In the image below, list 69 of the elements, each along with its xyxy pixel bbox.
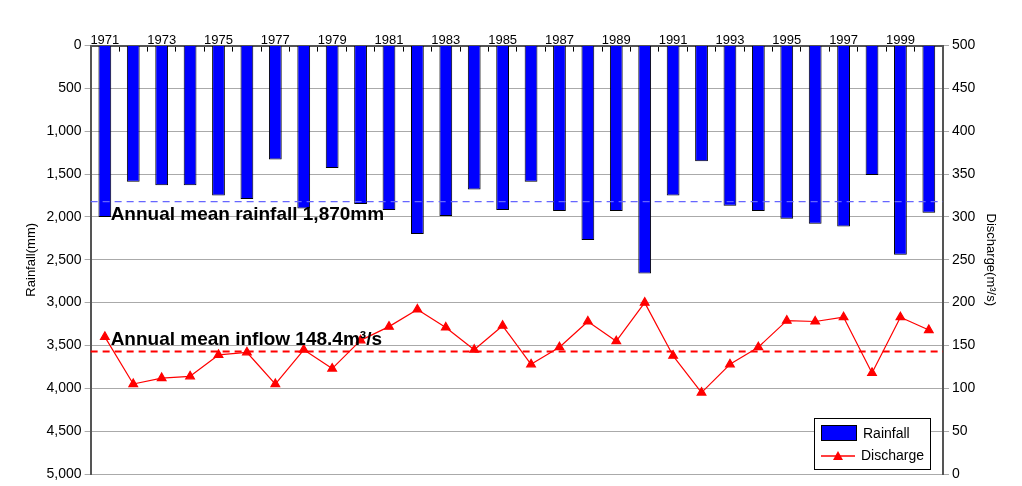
x-tick-label: 1973 [147,32,177,48]
point [582,315,593,325]
y2-tick-label: 450 [952,79,976,96]
point [923,324,934,334]
x-tick-label: 1995 [772,32,802,48]
point [668,350,679,359]
x-tick-label: 1993 [715,32,745,48]
x-tick-label: 1983 [431,32,461,48]
y-tick-label: 4,500 [46,422,82,439]
point [497,320,508,329]
y2-tick-label: 200 [952,293,976,310]
point [327,363,338,372]
x-tick-label: 1997 [829,32,859,48]
x-tick-label: 1979 [317,32,347,48]
point [213,349,224,359]
y-tick-label: 1,000 [46,122,82,139]
point [270,378,281,388]
y-tick-label: 4,000 [46,379,82,396]
point [554,341,565,351]
y2-tick-label: 50 [952,422,968,439]
y-tick-label: 5,000 [46,464,82,481]
x-tick-label: 1971 [90,32,120,48]
y2-axis-title: Discharge(m³/s) [983,213,999,307]
y2-tick-label: 400 [952,122,976,139]
legend-label: Rainfall [863,425,910,441]
y-tick-label: 1,500 [46,164,82,181]
point [725,358,735,368]
point [99,331,110,341]
x-tick-label: 1987 [545,32,574,48]
point [639,297,650,306]
x-tick-label: 1977 [260,32,290,48]
point [696,387,707,396]
x-tick-label: 1981 [374,32,404,48]
y2-tick-label: 250 [952,250,976,267]
y-tick-label: 2,500 [46,250,82,267]
point [469,344,480,353]
point [810,315,821,325]
y2-tick-label: 300 [952,207,976,224]
y-tick-label: 3,500 [46,336,82,353]
y2-tick-label: 350 [952,164,976,181]
y2-tick-label: 500 [952,36,976,53]
x-tick-label: 1985 [488,32,518,48]
y2-tick-label: 0 [952,464,961,481]
x-tick-label: 1991 [658,32,688,48]
y2-tick-label: 150 [952,336,976,353]
y-tick-label: 3,000 [46,293,82,310]
point [611,335,622,345]
y-tick-label: 0 [73,36,82,53]
ref-line-label: Annual mean rainfall 1,870mm [110,203,385,225]
point [412,303,423,313]
y-tick-label: 500 [58,79,82,96]
legend-label: Discharge [861,447,925,463]
y-axis-title: Rainfall(mm) [23,222,39,297]
x-tick-label: 1989 [601,32,631,48]
point [384,321,394,330]
point [753,341,764,351]
point [156,372,167,382]
point [440,321,451,331]
y-tick-label: 2,000 [46,207,82,224]
x-tick-label: 1975 [204,32,233,48]
point [781,315,792,324]
point [185,370,196,380]
point [526,358,536,368]
point [867,367,877,376]
x-tick-label: 1999 [885,32,915,48]
point [128,378,139,388]
point [838,311,849,321]
y2-tick-label: 100 [952,379,976,396]
point [895,311,906,321]
